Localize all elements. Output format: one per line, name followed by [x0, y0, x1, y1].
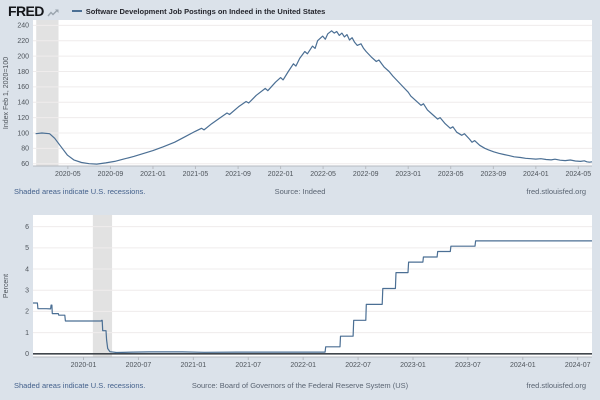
y-tick-label: 1: [25, 330, 29, 337]
y-tick-label: 60: [21, 161, 29, 168]
legend-line-swatch: [71, 10, 82, 12]
y-tick-label: 240: [17, 23, 29, 30]
x-tick-label: 2023-05: [438, 171, 464, 178]
x-tick-label: 2020-09: [98, 171, 124, 178]
x-tick-label: 2022-05: [310, 171, 336, 178]
y-tick-label: 6: [25, 224, 29, 231]
plot-area: [33, 215, 592, 357]
fred-site-link[interactable]: fred.stlouisfed.org: [526, 187, 586, 196]
x-tick-label: 2022-01: [268, 171, 294, 178]
x-tick-label: 2020-05: [55, 171, 81, 178]
chart2-source: Source: Board of Governors of the Federa…: [191, 381, 409, 390]
x-tick-label: 2021-01: [140, 171, 166, 178]
x-tick-label: 2021-05: [183, 171, 209, 178]
series-title: Software Development Job Postings on Ind…: [85, 6, 326, 16]
y-tick-label: 5: [25, 245, 29, 252]
fred-logo[interactable]: FRED: [8, 3, 44, 19]
x-tick-label: 2023-09: [480, 171, 506, 178]
y-tick-label: 220: [17, 38, 29, 45]
y-tick-label: 4: [25, 266, 29, 273]
y-tick-label: 80: [21, 146, 29, 153]
x-tick-label: 2022-01: [290, 362, 316, 369]
x-tick-label: 2024-01: [523, 171, 549, 178]
y-tick-label: 160: [17, 84, 29, 91]
header: FRED Software Development Job Postings o…: [8, 3, 325, 19]
x-tick-label: 2024-07: [565, 362, 591, 369]
x-tick-label: 2020-07: [126, 362, 152, 369]
recession-band: [92, 215, 113, 357]
x-tick-label: 2023-07: [455, 362, 481, 369]
series-line: [35, 30, 593, 165]
job-postings-chart[interactable]: 60 80 100 120 140 160 180 200 220 240 2020-05 2020-…: [0, 20, 600, 184]
y-tick-label: 140: [17, 100, 29, 107]
y-tick-label: 100: [17, 130, 29, 137]
chart1-footer: Shaded areas indicate U.S. recessions. S…: [0, 187, 600, 196]
chart1-source: Source: Indeed: [274, 187, 326, 196]
y-tick-label: 120: [17, 115, 29, 122]
y-tick-label: 3: [25, 288, 29, 295]
x-tick-label: 2023-01: [395, 171, 421, 178]
chart2-footer: Shaded areas indicate U.S. recessions. S…: [0, 381, 600, 390]
y-tick-label: 200: [17, 53, 29, 60]
x-tick-label: 2023-01: [400, 362, 426, 369]
x-tick-label: 2022-07: [345, 362, 371, 369]
fred-site-link[interactable]: fred.stlouisfed.org: [526, 381, 586, 390]
y-tick-label: 2: [25, 309, 29, 316]
series-legend: Software Development Job Postings on Ind…: [71, 6, 326, 16]
recessions-note-link[interactable]: Shaded areas indicate U.S. recessions.: [14, 381, 146, 390]
y-axis-label: Index Feb 1, 2020=100: [3, 57, 10, 129]
trend-line-icon: [47, 9, 59, 16]
series-line: [33, 240, 592, 354]
x-tick-label: 2021-07: [235, 362, 261, 369]
x-tick-label: 2024-01: [510, 362, 536, 369]
y-tick-label: 180: [17, 69, 29, 76]
recessions-note-link[interactable]: Shaded areas indicate U.S. recessions.: [14, 187, 146, 196]
y-axis-label: Percent: [3, 274, 10, 298]
plot-area: [33, 20, 592, 166]
x-tick-label: 2024-05: [565, 171, 591, 178]
x-tick-label: 2020-01: [71, 362, 97, 369]
x-tick-label: 2021-01: [180, 362, 206, 369]
x-tick-label: 2022-09: [353, 171, 379, 178]
x-tick-label: 2021-09: [225, 171, 251, 178]
y-tick-label: 0: [25, 351, 29, 358]
fed-funds-chart[interactable]: 0 1 2 3 4 5 6 2020-01 2020-07 2021-01 2021-07 2022-…: [0, 213, 600, 377]
recession-band: [36, 20, 59, 166]
